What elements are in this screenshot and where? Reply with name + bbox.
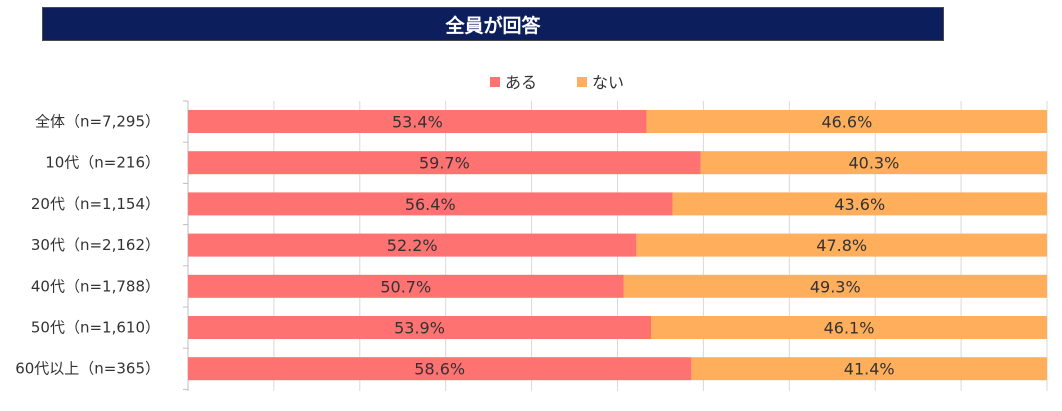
data-label: 40.3% xyxy=(848,154,899,173)
data-label: 52.2% xyxy=(387,236,438,255)
value-labels: 53.4% 46.6% 59.7% 40.3% 56.4% 43.6% 52.2% 47.8%… xyxy=(380,113,899,379)
data-label: 43.6% xyxy=(834,195,885,214)
category-label: 30代（n=2,162） xyxy=(31,236,160,254)
bar-segment-aru xyxy=(188,233,637,257)
bar-segment-nai xyxy=(700,151,1047,175)
category-label: 全体（n=7,295） xyxy=(35,113,160,131)
data-label: 46.1% xyxy=(824,319,875,338)
bar-segment-nai xyxy=(636,233,1047,257)
data-label: 49.3% xyxy=(810,277,861,296)
category-label: 50代（n=1,610） xyxy=(31,319,160,337)
category-label: 10代（n=216） xyxy=(45,154,160,172)
data-label: 46.6% xyxy=(821,113,872,132)
bar-segment-aru xyxy=(188,151,701,175)
bar-segment-nai xyxy=(623,274,1047,298)
legend-label: ある xyxy=(505,73,537,92)
data-label: 59.7% xyxy=(419,154,470,173)
legend-swatch xyxy=(577,77,587,87)
data-label: 47.8% xyxy=(816,236,867,255)
y-axis xyxy=(183,100,189,391)
category-labels: 全体（n=7,295） 10代（n=216） 20代（n=1,154） 30代（n=2… xyxy=(15,113,160,378)
legend-label: ない xyxy=(592,73,624,92)
data-label: 58.6% xyxy=(414,360,465,379)
bars xyxy=(188,110,1047,381)
data-label: 50.7% xyxy=(380,277,431,296)
category-label: 20代（n=1,154） xyxy=(31,195,160,213)
category-label: 60代以上（n=365） xyxy=(15,360,160,378)
bar-segment-aru xyxy=(188,274,624,298)
legend-swatch xyxy=(490,77,500,87)
data-label: 53.9% xyxy=(394,319,445,338)
bar-segment-aru xyxy=(188,357,692,381)
data-label: 56.4% xyxy=(405,195,456,214)
bar-segment-aru xyxy=(188,316,652,339)
data-label: 53.4% xyxy=(392,113,443,132)
bar-segment-nai xyxy=(646,110,1047,133)
data-label: 41.4% xyxy=(844,360,895,379)
bar-segment-nai xyxy=(691,357,1047,381)
category-label: 40代（n=1,788） xyxy=(31,277,160,295)
bar-segment-nai xyxy=(651,316,1047,339)
legend: ある ない xyxy=(490,73,624,92)
bar-segment-aru xyxy=(188,192,673,216)
bar-segment-nai xyxy=(672,192,1047,216)
chart-title: 全員が回答 xyxy=(42,7,944,41)
bar-segment-aru xyxy=(188,110,647,133)
